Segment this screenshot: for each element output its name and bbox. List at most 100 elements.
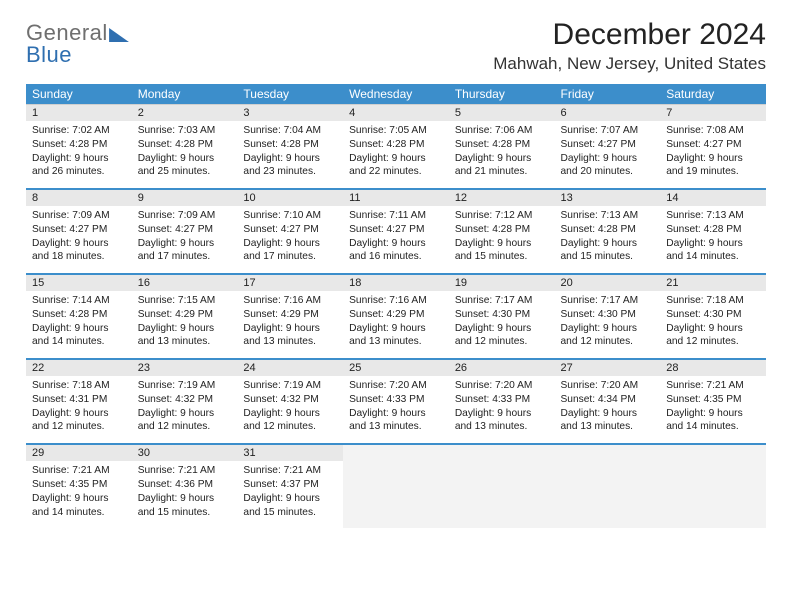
day-day2: and 15 minutes. [243, 506, 337, 520]
day-day1: Daylight: 9 hours [349, 407, 443, 421]
day-number-row: 1234567 [26, 105, 766, 122]
day-day2: and 21 minutes. [455, 165, 549, 179]
day-detail-row: Sunrise: 7:09 AMSunset: 4:27 PMDaylight:… [26, 206, 766, 274]
day-detail-cell: Sunrise: 7:19 AMSunset: 4:32 PMDaylight:… [237, 376, 343, 444]
day-day1: Daylight: 9 hours [666, 152, 760, 166]
day-number-cell: 31 [237, 444, 343, 461]
day-day2: and 12 minutes. [32, 420, 126, 434]
day-number-cell: 20 [555, 274, 661, 291]
day-detail-cell: Sunrise: 7:15 AMSunset: 4:29 PMDaylight:… [132, 291, 238, 359]
day-number-cell [660, 444, 766, 461]
day-sunset: Sunset: 4:30 PM [561, 308, 655, 322]
dow-header-row: SundayMondayTuesdayWednesdayThursdayFrid… [26, 84, 766, 105]
day-number-cell: 25 [343, 359, 449, 376]
day-detail-cell: Sunrise: 7:04 AMSunset: 4:28 PMDaylight:… [237, 121, 343, 189]
day-detail-cell: Sunrise: 7:08 AMSunset: 4:27 PMDaylight:… [660, 121, 766, 189]
day-day1: Daylight: 9 hours [561, 322, 655, 336]
day-number-cell: 15 [26, 274, 132, 291]
day-sunrise: Sunrise: 7:21 AM [32, 464, 126, 478]
day-day1: Daylight: 9 hours [349, 322, 443, 336]
day-day1: Daylight: 9 hours [561, 237, 655, 251]
day-sunset: Sunset: 4:27 PM [138, 223, 232, 237]
day-day1: Daylight: 9 hours [666, 237, 760, 251]
day-sunset: Sunset: 4:29 PM [349, 308, 443, 322]
day-detail-cell: Sunrise: 7:18 AMSunset: 4:30 PMDaylight:… [660, 291, 766, 359]
day-day1: Daylight: 9 hours [243, 152, 337, 166]
day-day2: and 14 minutes. [666, 250, 760, 264]
day-day1: Daylight: 9 hours [243, 237, 337, 251]
day-sunset: Sunset: 4:32 PM [243, 393, 337, 407]
day-detail-cell: Sunrise: 7:13 AMSunset: 4:28 PMDaylight:… [555, 206, 661, 274]
dow-header-cell: Wednesday [343, 84, 449, 105]
day-sunrise: Sunrise: 7:21 AM [138, 464, 232, 478]
day-detail-cell: Sunrise: 7:05 AMSunset: 4:28 PMDaylight:… [343, 121, 449, 189]
day-day2: and 17 minutes. [138, 250, 232, 264]
day-day1: Daylight: 9 hours [455, 322, 549, 336]
day-day1: Daylight: 9 hours [666, 322, 760, 336]
day-sunrise: Sunrise: 7:12 AM [455, 209, 549, 223]
day-sunrise: Sunrise: 7:20 AM [455, 379, 549, 393]
day-day1: Daylight: 9 hours [138, 322, 232, 336]
day-sunset: Sunset: 4:27 PM [32, 223, 126, 237]
day-number-cell: 1 [26, 105, 132, 122]
day-day2: and 14 minutes. [32, 506, 126, 520]
day-detail-cell: Sunrise: 7:17 AMSunset: 4:30 PMDaylight:… [555, 291, 661, 359]
title-block: December 2024 Mahwah, New Jersey, United… [493, 18, 766, 74]
day-sunset: Sunset: 4:27 PM [561, 138, 655, 152]
day-number-cell: 3 [237, 105, 343, 122]
day-sunset: Sunset: 4:28 PM [243, 138, 337, 152]
day-detail-cell: Sunrise: 7:16 AMSunset: 4:29 PMDaylight:… [237, 291, 343, 359]
day-sunset: Sunset: 4:27 PM [243, 223, 337, 237]
location-text: Mahwah, New Jersey, United States [493, 54, 766, 74]
day-sunset: Sunset: 4:30 PM [666, 308, 760, 322]
day-sunrise: Sunrise: 7:20 AM [561, 379, 655, 393]
day-sunset: Sunset: 4:29 PM [138, 308, 232, 322]
day-sunset: Sunset: 4:28 PM [138, 138, 232, 152]
day-day1: Daylight: 9 hours [666, 407, 760, 421]
day-day1: Daylight: 9 hours [243, 492, 337, 506]
day-sunrise: Sunrise: 7:21 AM [666, 379, 760, 393]
day-day2: and 12 minutes. [138, 420, 232, 434]
day-sunset: Sunset: 4:33 PM [455, 393, 549, 407]
day-number-row: 891011121314 [26, 189, 766, 206]
day-sunrise: Sunrise: 7:03 AM [138, 124, 232, 138]
day-day2: and 13 minutes. [455, 420, 549, 434]
day-day1: Daylight: 9 hours [349, 152, 443, 166]
day-number-cell [449, 444, 555, 461]
day-day2: and 25 minutes. [138, 165, 232, 179]
day-sunset: Sunset: 4:27 PM [666, 138, 760, 152]
day-sunrise: Sunrise: 7:18 AM [666, 294, 760, 308]
day-number-cell: 12 [449, 189, 555, 206]
day-day1: Daylight: 9 hours [243, 407, 337, 421]
dow-header-cell: Saturday [660, 84, 766, 105]
day-number-cell: 26 [449, 359, 555, 376]
day-sunrise: Sunrise: 7:16 AM [349, 294, 443, 308]
day-sunset: Sunset: 4:28 PM [561, 223, 655, 237]
day-day1: Daylight: 9 hours [32, 492, 126, 506]
day-number-cell: 28 [660, 359, 766, 376]
day-number-cell: 11 [343, 189, 449, 206]
day-detail-row: Sunrise: 7:14 AMSunset: 4:28 PMDaylight:… [26, 291, 766, 359]
day-number-row: 293031 [26, 444, 766, 461]
day-sunrise: Sunrise: 7:13 AM [666, 209, 760, 223]
day-detail-cell: Sunrise: 7:16 AMSunset: 4:29 PMDaylight:… [343, 291, 449, 359]
day-day1: Daylight: 9 hours [32, 407, 126, 421]
day-sunset: Sunset: 4:28 PM [32, 308, 126, 322]
day-sunrise: Sunrise: 7:17 AM [561, 294, 655, 308]
day-day2: and 20 minutes. [561, 165, 655, 179]
day-sunrise: Sunrise: 7:15 AM [138, 294, 232, 308]
day-number-cell: 16 [132, 274, 238, 291]
day-sunset: Sunset: 4:27 PM [349, 223, 443, 237]
day-number-cell: 8 [26, 189, 132, 206]
day-detail-cell: Sunrise: 7:18 AMSunset: 4:31 PMDaylight:… [26, 376, 132, 444]
day-number-cell: 13 [555, 189, 661, 206]
day-detail-cell [555, 461, 661, 528]
calendar-table: SundayMondayTuesdayWednesdayThursdayFrid… [26, 84, 766, 528]
day-number-cell: 17 [237, 274, 343, 291]
day-day1: Daylight: 9 hours [138, 237, 232, 251]
day-sunset: Sunset: 4:37 PM [243, 478, 337, 492]
dow-header-cell: Thursday [449, 84, 555, 105]
day-detail-cell: Sunrise: 7:13 AMSunset: 4:28 PMDaylight:… [660, 206, 766, 274]
dow-header-cell: Sunday [26, 84, 132, 105]
day-detail-cell: Sunrise: 7:09 AMSunset: 4:27 PMDaylight:… [132, 206, 238, 274]
